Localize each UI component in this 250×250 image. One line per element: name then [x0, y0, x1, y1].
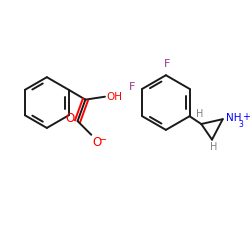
Text: H: H [210, 142, 218, 152]
Text: NH: NH [226, 113, 241, 123]
Text: +: + [242, 112, 250, 122]
Text: −: − [99, 135, 107, 145]
Text: O: O [65, 112, 74, 125]
Text: 3: 3 [238, 120, 243, 129]
Text: F: F [129, 82, 136, 92]
Text: H: H [196, 109, 203, 119]
Text: F: F [164, 59, 170, 69]
Text: O: O [92, 136, 102, 149]
Text: OH: OH [106, 92, 122, 102]
